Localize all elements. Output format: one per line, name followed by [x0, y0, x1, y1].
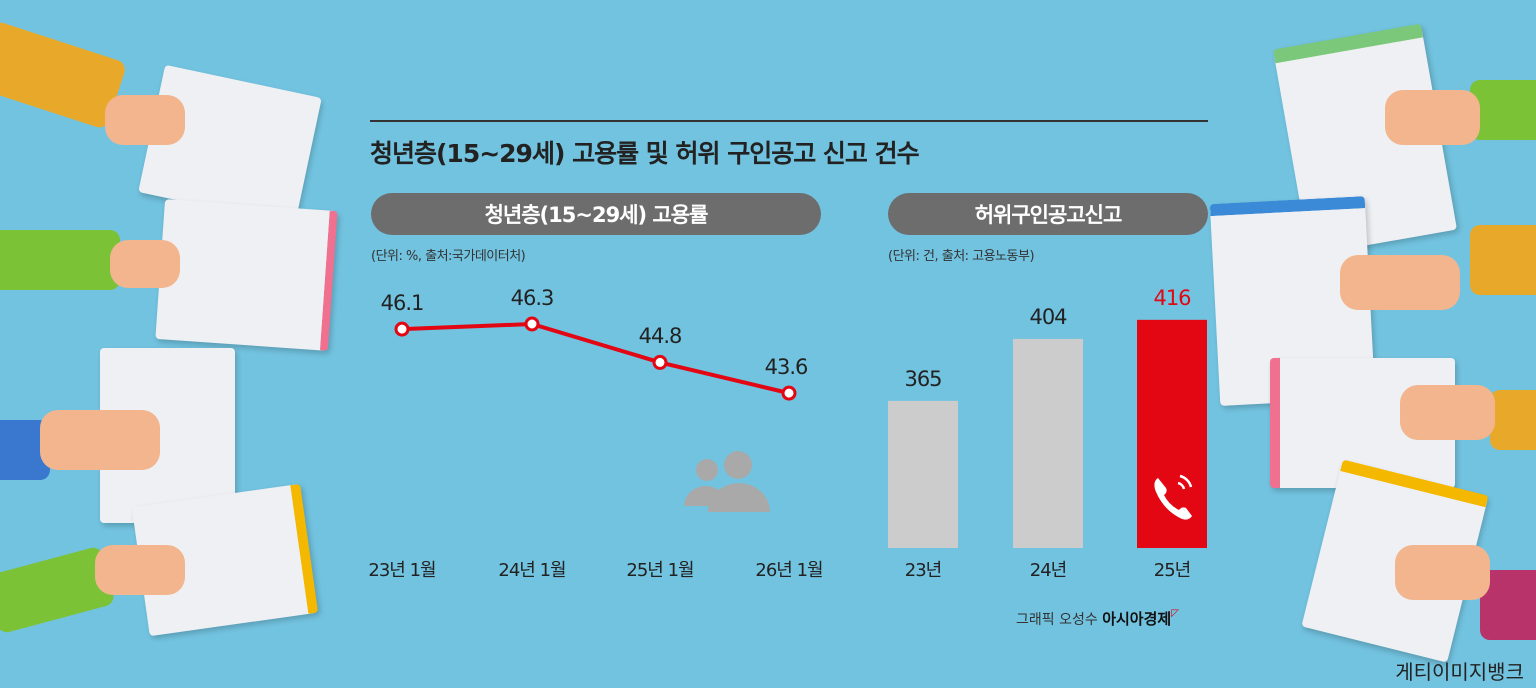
x-tick-label: 23년 1월 — [368, 560, 436, 581]
x-tick-label: 25년 1월 — [626, 560, 694, 581]
line-point — [781, 385, 797, 401]
bar — [1013, 338, 1083, 548]
graphic-credit: 그래픽 오성수 아시아경제◸ — [1016, 608, 1179, 629]
people-icon — [684, 451, 770, 512]
bar-value-label: 404 — [1029, 304, 1067, 329]
bar — [1137, 319, 1207, 548]
line-unit-note: (단위: %, 출처:국가데이터처) — [371, 249, 526, 264]
bar-value-label: 365 — [904, 366, 942, 391]
line-chart-header: 청년층(15~29세) 고용률 — [371, 193, 821, 235]
chart-title: 청년층(15~29세) 고용률 및 허위 구인공고 신고 건수 — [370, 139, 920, 168]
line-value-label: 46.3 — [510, 286, 555, 310]
bar-unit-note: (단위: 건, 출처: 고용노동부) — [888, 249, 1035, 264]
line-point — [394, 321, 410, 337]
line-value-label: 46.1 — [380, 291, 425, 316]
x-tick-label: 23년 — [904, 560, 942, 581]
photo-credit: 게티이미지뱅크 — [1395, 660, 1524, 684]
line-value-label: 44.8 — [638, 324, 683, 349]
bar — [888, 400, 958, 548]
line-series — [401, 321, 790, 396]
title-rule — [370, 120, 1208, 122]
x-tick-label: 26년 1월 — [755, 560, 823, 581]
line-point — [652, 354, 668, 370]
x-tick-label: 24년 — [1029, 560, 1067, 581]
x-tick-label: 24년 1월 — [498, 560, 566, 581]
line-point — [524, 316, 540, 332]
x-tick-label: 25년 — [1153, 560, 1191, 581]
bar-chart-header: 허위구인공고신고 — [888, 193, 1208, 235]
brand-mark-icon: ◸ — [1171, 608, 1179, 619]
line-value-label: 43.6 — [764, 355, 809, 380]
bar-value-label: 416 — [1153, 285, 1191, 310]
phone-icon — [1154, 474, 1193, 520]
credit-prefix: 그래픽 오성수 — [1016, 612, 1098, 628]
brand-logo-text: 아시아경제 — [1102, 610, 1172, 628]
